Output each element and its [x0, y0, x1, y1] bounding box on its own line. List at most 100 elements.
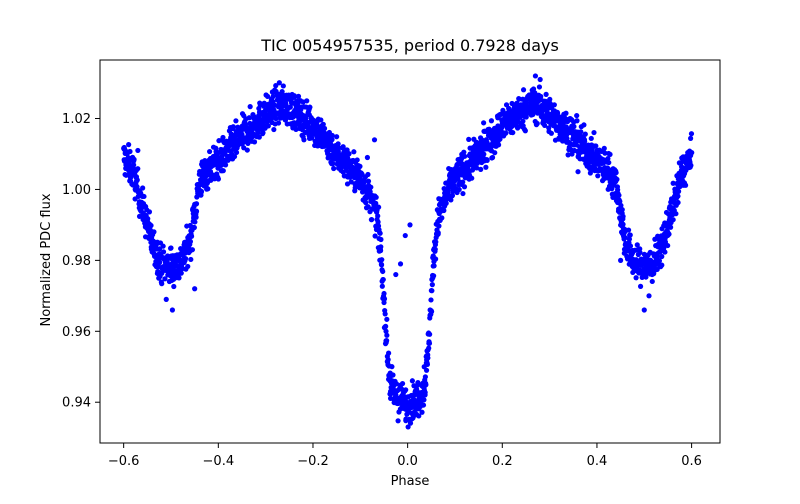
- data-point: [515, 125, 521, 131]
- data-point: [140, 185, 146, 191]
- data-point: [620, 221, 626, 227]
- data-point: [193, 214, 199, 220]
- data-point: [148, 222, 154, 229]
- data-point: [379, 283, 385, 289]
- data-point: [354, 157, 360, 163]
- data-point: [469, 175, 475, 181]
- data-point: [666, 231, 672, 237]
- data-point: [171, 283, 177, 290]
- data-point: [633, 275, 639, 281]
- data-point: [534, 120, 540, 127]
- data-point: [231, 153, 238, 160]
- data-point: [141, 193, 147, 200]
- data-point: [379, 257, 385, 263]
- data-point: [675, 193, 681, 199]
- data-point: [588, 135, 594, 142]
- data-point: [433, 256, 439, 262]
- outlier-point: [641, 307, 647, 313]
- data-point: [399, 380, 406, 387]
- data-point: [395, 418, 401, 424]
- outlier-point: [168, 245, 174, 251]
- data-point: [189, 247, 196, 253]
- data-point: [422, 389, 428, 396]
- data-point: [156, 246, 163, 252]
- data-point: [436, 223, 442, 229]
- y-tick-label: 0.94: [62, 396, 91, 411]
- y-axis-ticks: 0.94 0.96 0.98 1.00 1.02: [62, 112, 100, 411]
- data-point: [383, 323, 389, 329]
- data-point: [207, 148, 213, 155]
- data-point: [256, 134, 262, 140]
- data-point: [634, 242, 640, 248]
- outlier-point: [201, 183, 207, 189]
- data-point: [419, 409, 425, 415]
- x-tick-label: 0.4: [587, 454, 608, 469]
- data-point: [233, 149, 240, 156]
- data-point: [520, 96, 526, 102]
- outlier-point: [407, 222, 413, 228]
- data-point: [307, 104, 313, 110]
- data-point: [340, 144, 346, 150]
- data-point: [665, 242, 671, 249]
- data-point: [127, 148, 133, 155]
- data-point: [415, 380, 421, 386]
- data-point: [369, 216, 375, 223]
- data-point: [668, 224, 674, 230]
- data-point: [578, 129, 584, 135]
- data-point: [439, 215, 445, 221]
- data-point: [461, 184, 468, 190]
- data-point: [606, 159, 612, 166]
- data-point: [551, 102, 557, 108]
- data-point: [425, 355, 431, 361]
- data-point: [593, 143, 599, 149]
- data-point: [220, 168, 226, 174]
- data-point: [336, 145, 342, 151]
- data-point: [563, 110, 569, 116]
- data-point: [365, 178, 372, 184]
- data-points: [121, 73, 695, 430]
- data-point: [160, 249, 167, 255]
- data-point: [223, 162, 229, 168]
- y-tick-label: 1.00: [62, 183, 91, 198]
- x-tick-label: 0.2: [492, 454, 513, 469]
- data-point: [136, 213, 143, 219]
- data-point: [378, 244, 384, 250]
- data-point: [176, 275, 182, 281]
- data-point: [510, 129, 516, 136]
- data-point: [159, 281, 165, 287]
- data-point: [373, 194, 379, 200]
- data-point: [375, 213, 381, 219]
- data-point: [157, 259, 163, 265]
- data-point: [466, 136, 472, 142]
- data-point: [346, 151, 352, 157]
- data-point: [675, 199, 681, 206]
- outlier-point: [575, 169, 581, 175]
- data-point: [595, 173, 601, 179]
- data-point: [616, 192, 622, 198]
- data-point: [162, 276, 168, 282]
- data-point: [637, 249, 643, 256]
- data-point: [637, 283, 644, 289]
- data-point: [689, 150, 695, 156]
- x-tick-label: −0.4: [203, 454, 235, 469]
- data-point: [607, 151, 613, 158]
- data-point: [571, 123, 577, 130]
- data-point: [187, 238, 194, 245]
- data-point: [191, 224, 197, 231]
- data-point: [160, 243, 166, 249]
- outlier-point: [371, 137, 378, 143]
- data-point: [433, 239, 439, 245]
- outlier-point: [537, 76, 543, 83]
- data-point: [461, 149, 467, 155]
- data-point: [565, 152, 571, 158]
- data-point: [591, 129, 597, 136]
- data-point: [422, 374, 428, 380]
- data-point: [260, 130, 266, 136]
- outlier-point: [513, 115, 520, 122]
- data-point: [617, 198, 623, 205]
- data-point: [215, 176, 221, 182]
- data-point: [428, 297, 434, 303]
- data-point: [582, 131, 588, 137]
- data-point: [405, 424, 411, 430]
- data-point: [146, 209, 153, 215]
